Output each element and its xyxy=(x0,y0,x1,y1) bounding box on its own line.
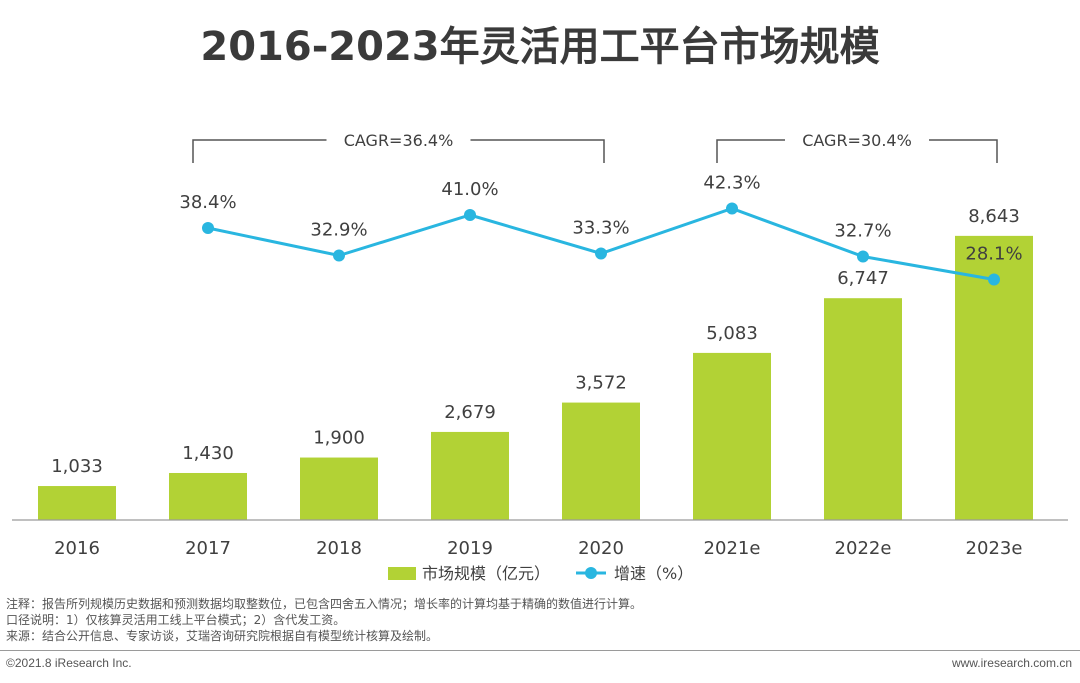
bar-value-label-2016: 1,033 xyxy=(51,456,103,477)
notes-block: 注释：报告所列规模历史数据和预测数据均取整数位，已包含四舍五入情况；增长率的计算… xyxy=(6,596,642,644)
bar-labels-layer: 1,033 1,430 1,900 2,679 3,572 5,083 6,747 8,643 xyxy=(51,206,1020,477)
x-tick-2018: 2018 xyxy=(316,538,362,559)
cagr-bracket-2: CAGR=30.4% xyxy=(716,131,998,163)
growth-label-2023e: 28.1% xyxy=(965,244,1022,265)
chart-area: 1,033 1,430 1,900 2,679 3,572 5,083 6,747 8,643… xyxy=(12,131,1068,583)
bar-2019 xyxy=(431,431,509,520)
bar-2020 xyxy=(562,402,640,520)
x-tick-2019: 2019 xyxy=(447,538,493,559)
bar-2021e xyxy=(693,352,771,520)
footer-website[interactable]: www.iresearch.com.cn xyxy=(951,656,1072,670)
growth-label-2019: 41.0% xyxy=(441,179,498,200)
legend-item-bars: 市场规模（亿元） xyxy=(388,564,550,583)
bar-value-label-2017: 1,430 xyxy=(182,443,234,464)
note-line-3: 来源：结合公开信息、专家访谈，艾瑞咨询研究院根据自有模型统计核算及绘制。 xyxy=(6,629,439,643)
cagr-annotations: CAGR=36.4% CAGR=30.4% xyxy=(192,131,998,163)
bar-2022e xyxy=(824,298,902,520)
growth-label-2021e: 42.3% xyxy=(703,173,760,194)
bar-value-label-2021e: 5,083 xyxy=(706,323,758,344)
x-tick-2022e: 2022e xyxy=(835,538,892,559)
growth-label-2022e: 32.7% xyxy=(834,221,891,242)
cagr-bracket-right-2 xyxy=(929,139,998,163)
note-line-2: 口径说明：1）仅核算灵活用工线上平台模式；2）含代发工资。 xyxy=(6,613,346,627)
bar-2018 xyxy=(300,457,378,520)
cagr-bracket-left-2 xyxy=(716,139,785,163)
growth-point-2017 xyxy=(202,222,214,234)
bar-2017 xyxy=(169,472,247,520)
legend-item-growth: 增速（%） xyxy=(576,564,693,583)
footer-copyright: ©2021.8 iResearch Inc. xyxy=(6,656,132,670)
growth-point-2021e xyxy=(726,202,738,215)
legend: 市场规模（亿元） 增速（%） xyxy=(388,564,693,583)
legend-swatch-bars xyxy=(388,567,416,580)
growth-point-2020 xyxy=(595,247,607,260)
x-tick-2023e: 2023e xyxy=(966,538,1023,559)
bar-value-label-2019: 2,679 xyxy=(444,402,496,423)
bar-value-label-2023e: 8,643 xyxy=(968,206,1020,227)
legend-marker-growth xyxy=(585,567,597,579)
cagr-bracket-left-1 xyxy=(192,139,327,163)
growth-point-2019 xyxy=(464,209,476,221)
growth-label-2017: 38.4% xyxy=(179,192,236,213)
x-tick-2020: 2020 xyxy=(578,538,624,559)
bar-value-label-2020: 3,572 xyxy=(575,373,627,394)
bar-value-label-2018: 1,900 xyxy=(313,428,365,449)
note-line-1: 注释：报告所列规模历史数据和预测数据均取整数位，已包含四舍五入情况；增长率的计算… xyxy=(6,597,643,611)
growth-label-2018: 32.9% xyxy=(310,220,367,241)
cagr-bracket-right-1 xyxy=(470,139,605,163)
growth-label-2020: 33.3% xyxy=(572,218,629,239)
legend-label-growth: 增速（%） xyxy=(614,564,693,583)
legend-label-bars: 市场规模（亿元） xyxy=(422,564,550,583)
footer-divider xyxy=(0,650,1080,651)
bars-layer xyxy=(38,235,1033,520)
x-tick-2021e: 2021e xyxy=(704,538,761,559)
bar-2016 xyxy=(38,486,116,520)
growth-point-2023e xyxy=(988,273,1000,286)
x-tick-2016: 2016 xyxy=(54,538,100,559)
x-tick-labels: 2016 2017 2018 2019 2020 2021e 2022e 2023e xyxy=(54,538,1022,559)
chart-title: 2016-2023年灵活用工平台市场规模 xyxy=(200,24,880,70)
cagr-label-2: CAGR=30.4% xyxy=(802,131,912,150)
growth-line-layer: 38.4% 32.9% 41.0% 33.3% 42.3% 32.7% 28.1% xyxy=(179,173,1023,286)
cagr-label-1: CAGR=36.4% xyxy=(344,131,454,150)
growth-point-2018 xyxy=(333,249,345,262)
bar-value-label-2022e: 6,747 xyxy=(837,268,889,289)
cagr-bracket-1: CAGR=36.4% xyxy=(192,131,605,163)
x-tick-2017: 2017 xyxy=(185,538,231,559)
growth-point-2022e xyxy=(857,250,869,263)
